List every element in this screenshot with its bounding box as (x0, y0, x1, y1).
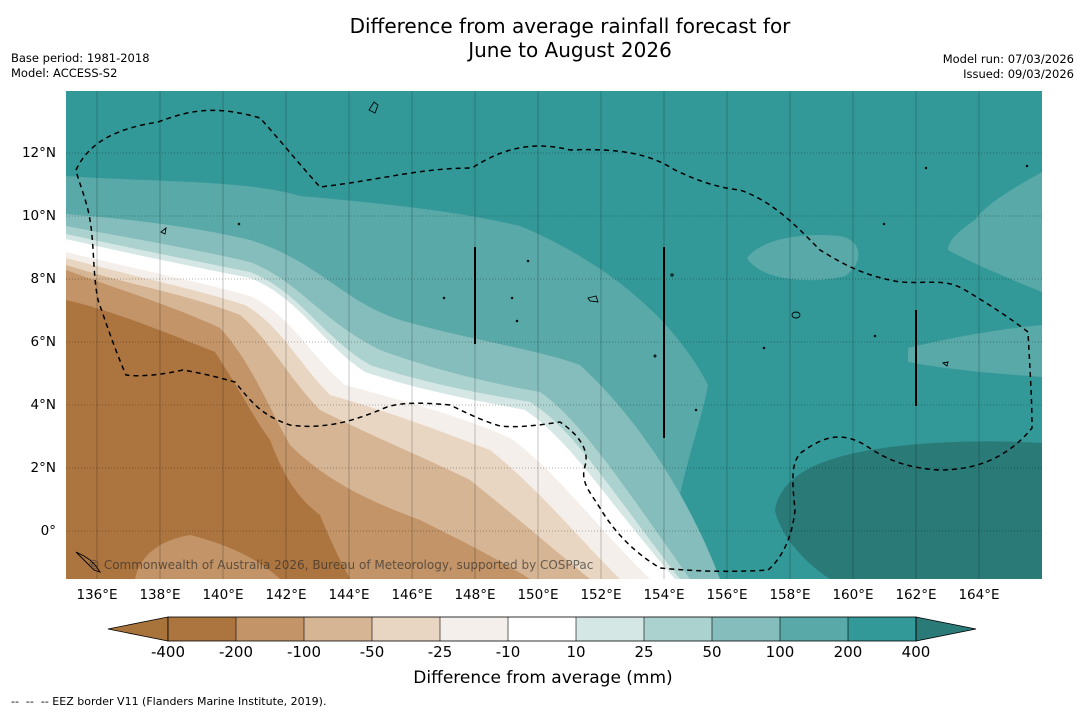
colorbar-tick-100: 100 (765, 643, 795, 661)
graticule-lat (66, 152, 1042, 532)
colorbar-outline (167, 616, 917, 642)
lon-label-152e: 152°E (580, 587, 622, 603)
colorbar-bin-7 (644, 617, 712, 641)
lat-label-6n: 6°N (30, 334, 56, 350)
colorbar-bin-3 (372, 617, 440, 641)
colorbar-dividers (235, 617, 849, 641)
title-line-1: Difference from average rainfall forecas… (349, 14, 791, 38)
colorbar-title: Difference from average (mm) (413, 668, 673, 688)
colorbar-tick-200: 200 (833, 643, 863, 661)
lon-label-156e: 156°E (706, 587, 748, 603)
colorbar-bin-2 (304, 617, 372, 641)
eez-legend-footer: -- -- -- EEZ border V11 (Flanders Marine… (11, 695, 327, 708)
colorbar-tick-400: 400 (901, 643, 931, 661)
colorbar-tick-minus400: -400 (150, 643, 186, 661)
model-text: Model: ACCESS-S2 (11, 66, 118, 80)
colorbar-bin-0 (168, 617, 236, 641)
rainfall-map (66, 91, 1042, 579)
meta-left: Base period: 1981-2018 Model: ACCESS-S2 (11, 51, 150, 81)
eez-border (75, 109, 1033, 573)
model-run-text: Model run: 07/03/2026 (942, 52, 1074, 66)
colorbar-tick-50: 50 (702, 643, 722, 661)
title-line-2: June to August 2026 (468, 38, 672, 62)
field-minus400-minus200 (66, 300, 350, 579)
colorbar-tick-minus25: -25 (427, 643, 453, 661)
field-patch-east-upper (747, 234, 859, 281)
colorbar-bin-5 (508, 617, 576, 641)
lon-label-142e: 142°E (265, 587, 307, 603)
colorbar-bin-6 (576, 617, 644, 641)
lon-label-146e: 146°E (391, 587, 433, 603)
lon-label-164e: 164°E (958, 587, 1000, 603)
lat-label-12n: 12°N (21, 145, 56, 161)
field-above-400 (775, 441, 1042, 579)
colorbar-bin-1 (236, 617, 304, 641)
colorbar-bin-10 (848, 617, 916, 641)
lat-label-10n: 10°N (21, 208, 56, 224)
lon-label-138e: 138°E (139, 587, 181, 603)
colorbar-below-min (107, 616, 169, 642)
colorbar-tick-10: 10 (566, 643, 586, 661)
lon-label-160e: 160°E (832, 587, 874, 603)
lon-label-162e: 162°E (895, 587, 937, 603)
islands (75, 101, 1029, 573)
lon-label-150e: 150°E (517, 587, 559, 603)
lon-label-148e: 148°E (454, 587, 496, 603)
base-period-text: Base period: 1981-2018 (11, 51, 150, 65)
meta-right: Model run: 07/03/2026 Issued: 09/03/2026 (943, 52, 1074, 82)
lon-label-144e: 144°E (328, 587, 370, 603)
colorbar-bin-8 (712, 617, 780, 641)
lat-label-4n: 4°N (30, 397, 56, 413)
colorbar (107, 616, 977, 642)
map-title: Difference from average rainfall forecas… (270, 14, 870, 62)
lon-label-158e: 158°E (769, 587, 811, 603)
issued-text: Issued: 09/03/2026 (963, 67, 1074, 81)
copyright-text: © Commonwealth of Australia 2026, Bureau… (88, 558, 594, 572)
lat-label-0: 0° (40, 523, 56, 539)
colorbar-bin-4 (440, 617, 508, 641)
lon-label-136e: 136°E (76, 587, 118, 603)
colorbar-above-max (915, 616, 977, 642)
colorbar-bin-9 (780, 617, 848, 641)
field-bottom-patch (135, 535, 280, 579)
lat-label-8n: 8°N (30, 271, 56, 287)
field-patch-east-far (948, 172, 1042, 292)
colorbar-tick-25: 25 (634, 643, 654, 661)
colorbar-tick-minus50: -50 (359, 643, 385, 661)
colorbar-tick-minus100: -100 (286, 643, 322, 661)
lat-label-2n: 2°N (30, 460, 56, 476)
lon-label-154e: 154°E (643, 587, 685, 603)
colorbar-tick-minus200: -200 (218, 643, 254, 661)
lon-label-140e: 140°E (202, 587, 244, 603)
field-patch-east-mid (908, 325, 1042, 377)
colorbar-tick-minus10: -10 (495, 643, 521, 661)
